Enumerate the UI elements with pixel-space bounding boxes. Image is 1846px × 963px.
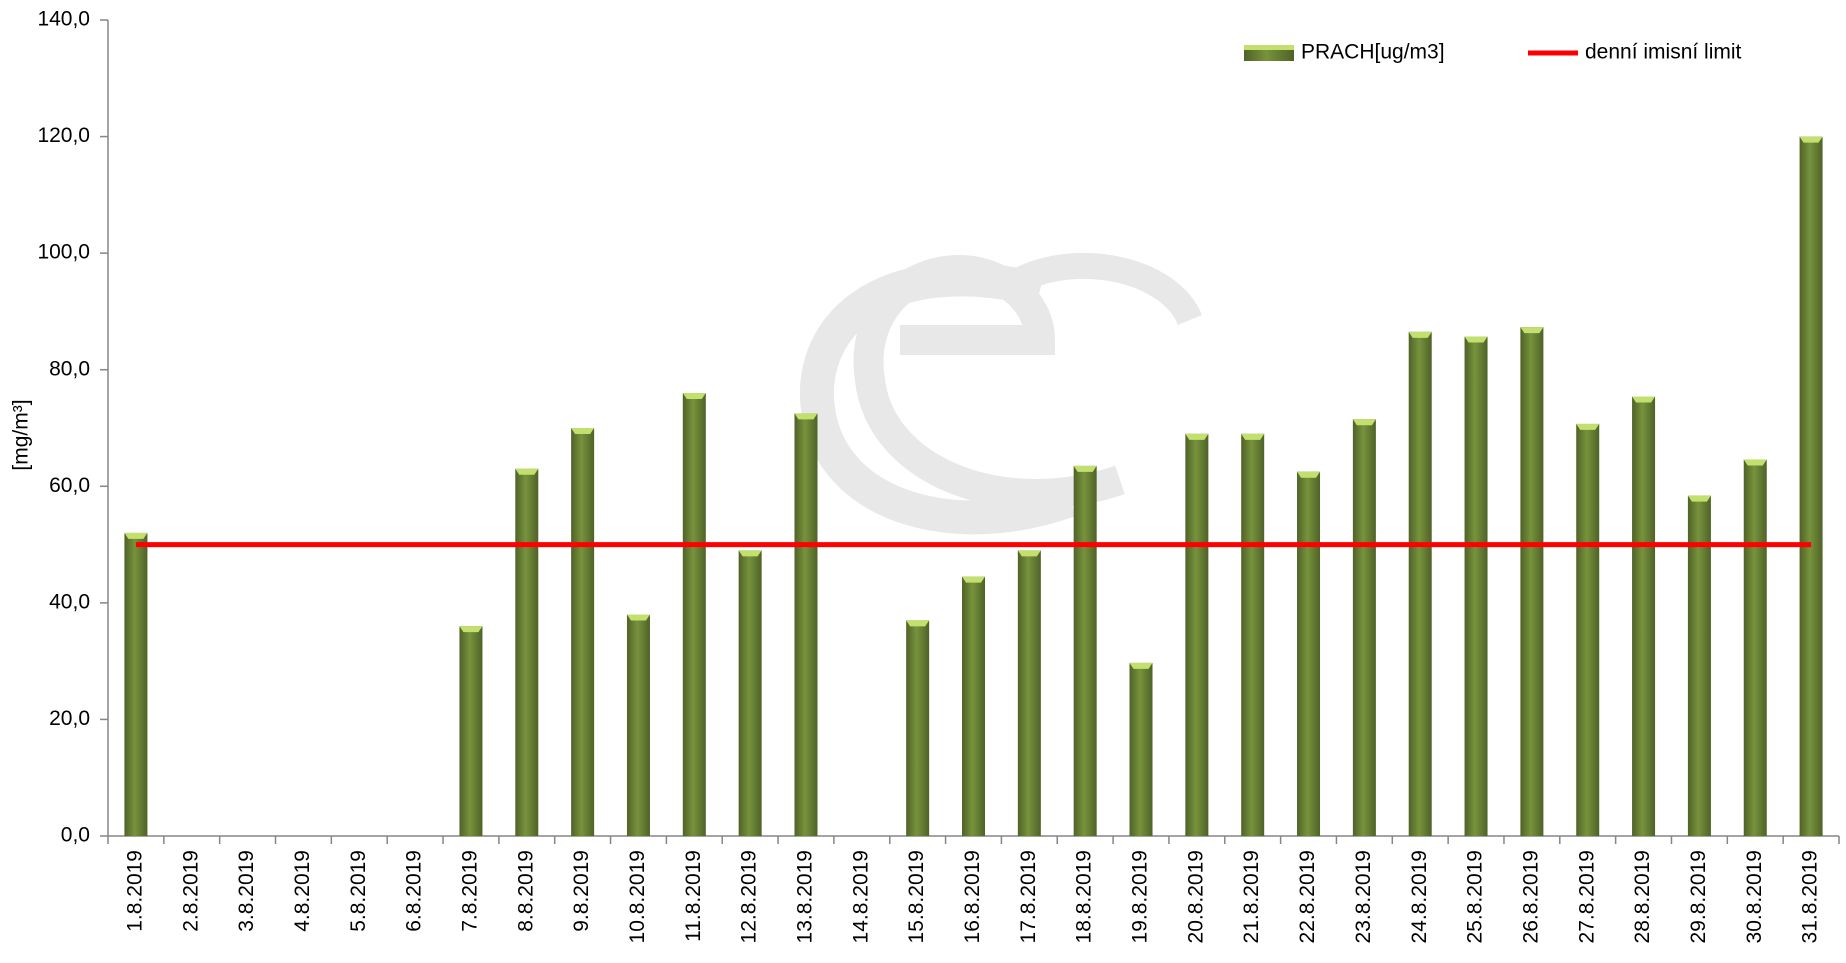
bar xyxy=(1799,136,1823,837)
x-tick-label: 4.8.2019 xyxy=(291,850,314,932)
bar-bevel xyxy=(1520,327,1544,334)
x-tick-label: 30.8.2019 xyxy=(1743,850,1766,943)
bar xyxy=(1464,336,1488,836)
y-axis-label: [mg/m³] xyxy=(10,399,33,470)
bar xyxy=(1241,433,1265,836)
x-tick-label: 27.8.2019 xyxy=(1575,850,1598,943)
bar-bevel xyxy=(906,620,930,627)
bar-bevel xyxy=(1799,136,1823,143)
bar xyxy=(1576,423,1600,836)
y-tick-label: 100,0 xyxy=(37,241,90,264)
x-tick-label: 6.8.2019 xyxy=(403,850,426,932)
x-tick-label: 31.8.2019 xyxy=(1799,850,1822,943)
x-tick-label: 16.8.2019 xyxy=(961,850,984,943)
watermark xyxy=(800,252,1203,535)
bar xyxy=(1632,396,1656,836)
x-tick-label: 11.8.2019 xyxy=(682,850,705,942)
bar xyxy=(1297,471,1321,836)
bar-bevel xyxy=(515,468,539,475)
bar xyxy=(515,468,539,836)
bar-bevel xyxy=(1017,550,1041,557)
bar-bevel xyxy=(626,614,650,621)
bar-bevel xyxy=(794,413,818,420)
y-tick-label: 60,0 xyxy=(49,474,90,497)
x-tick-label: 23.8.2019 xyxy=(1352,850,1375,943)
bar xyxy=(962,576,985,836)
bar-bevel xyxy=(1129,662,1153,669)
x-tick-label: 3.8.2019 xyxy=(235,850,258,932)
x-tick-label: 18.8.2019 xyxy=(1073,850,1096,943)
bar-bevel xyxy=(1185,433,1209,440)
bar xyxy=(1073,465,1097,836)
bar-bevel xyxy=(962,576,985,583)
bar xyxy=(1129,662,1153,836)
x-tick-label: 22.8.2019 xyxy=(1296,850,1319,943)
x-tick-label: 25.8.2019 xyxy=(1464,850,1487,943)
bar-bevel xyxy=(1464,336,1488,343)
bar-bevel xyxy=(682,393,706,400)
x-tick-label: 28.8.2019 xyxy=(1631,850,1654,943)
bar xyxy=(1185,433,1209,836)
x-tick-label: 10.8.2019 xyxy=(626,850,649,943)
bar-bevel xyxy=(1352,419,1376,426)
x-tick-label: 21.8.2019 xyxy=(1240,850,1263,943)
x-tick-label: 19.8.2019 xyxy=(1129,850,1152,943)
x-tick-label: 5.8.2019 xyxy=(347,850,370,932)
y-tick-label: 0,0 xyxy=(61,824,90,847)
bar-bevel xyxy=(571,428,595,434)
bar-bevel xyxy=(738,550,762,557)
bar xyxy=(1520,327,1544,836)
bar xyxy=(124,532,148,836)
y-tick-label: 120,0 xyxy=(37,124,90,147)
bar-bevel xyxy=(459,626,483,633)
bar xyxy=(906,620,930,836)
bar-bevel xyxy=(1743,459,1767,466)
bar xyxy=(1017,550,1041,836)
x-tick-label: 9.8.2019 xyxy=(570,850,593,932)
bar xyxy=(1743,459,1767,836)
bar-bevel xyxy=(1408,331,1432,338)
x-tick-label: 17.8.2019 xyxy=(1017,850,1040,943)
x-tick-label: 12.8.2019 xyxy=(738,850,761,943)
bar-bevel xyxy=(1073,465,1097,472)
bar-bevel xyxy=(1297,471,1321,478)
bar xyxy=(738,550,762,836)
bar xyxy=(1408,331,1432,836)
x-tick-label: 15.8.2019 xyxy=(905,850,928,943)
x-tick-label: 29.8.2019 xyxy=(1687,850,1710,943)
bar-bevel xyxy=(1687,495,1711,502)
x-tick-label: 26.8.2019 xyxy=(1519,850,1542,943)
bar-bevel xyxy=(1241,433,1265,440)
y-tick-label: 80,0 xyxy=(49,357,90,380)
legend-label: PRACH[ug/m3] xyxy=(1301,41,1445,64)
legend-label: denní imisní limit xyxy=(1585,41,1742,64)
x-tick-label: 2.8.2019 xyxy=(179,850,202,932)
y-tick-label: 140,0 xyxy=(37,8,90,31)
x-tick-label: 13.8.2019 xyxy=(794,850,817,943)
legend-swatch-top xyxy=(1244,45,1294,50)
bar-bevel xyxy=(1576,423,1600,430)
x-tick-label: 8.8.2019 xyxy=(514,850,537,932)
x-tick-label: 20.8.2019 xyxy=(1184,850,1207,943)
x-tick-label: 7.8.2019 xyxy=(458,850,481,932)
bar-bevel xyxy=(124,532,148,539)
bar xyxy=(1687,495,1711,836)
bar xyxy=(682,393,706,836)
x-tick-label: 14.8.2019 xyxy=(849,850,872,943)
x-tick-label: 1.8.2019 xyxy=(123,850,146,932)
y-tick-label: 20,0 xyxy=(49,707,90,730)
bar xyxy=(1352,419,1376,836)
x-tick-label: 24.8.2019 xyxy=(1408,850,1431,943)
bar xyxy=(794,413,818,836)
bar xyxy=(459,626,483,836)
bar-bevel xyxy=(1632,396,1656,403)
bar xyxy=(626,614,650,836)
bar xyxy=(571,428,595,836)
y-tick-label: 40,0 xyxy=(49,590,90,613)
